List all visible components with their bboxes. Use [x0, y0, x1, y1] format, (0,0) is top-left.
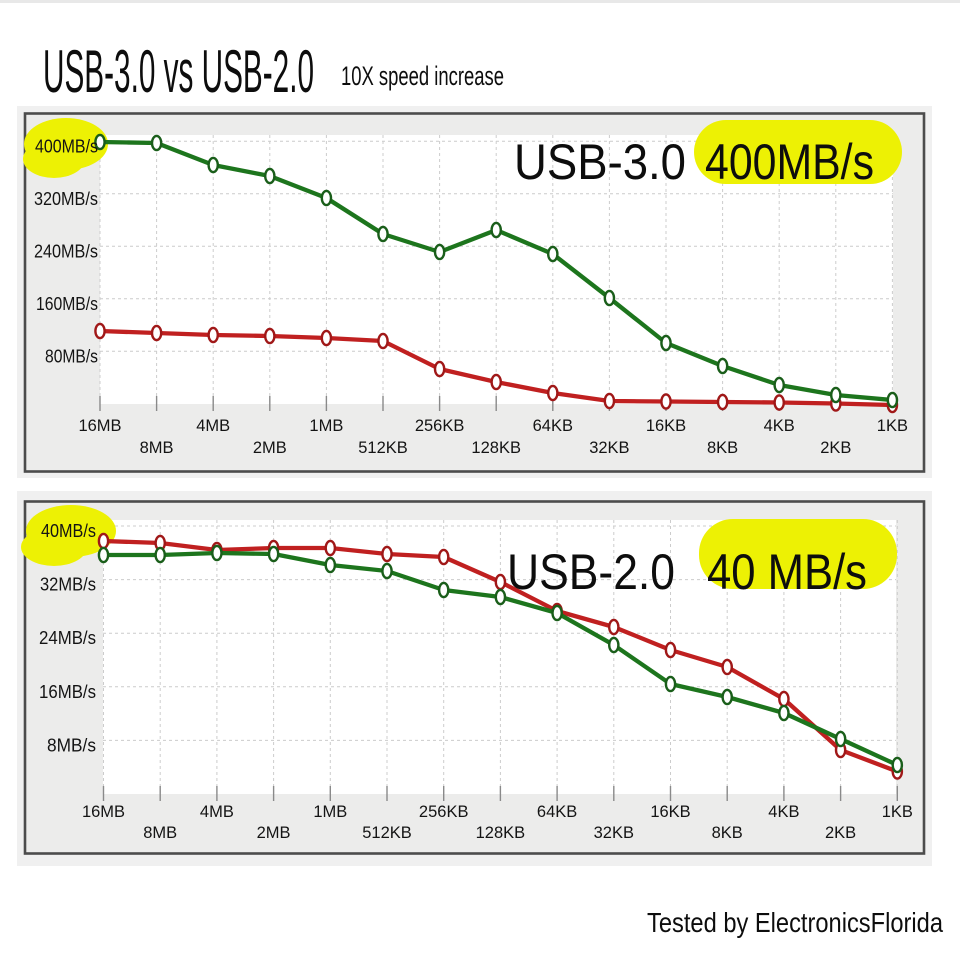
svg-text:USB-2.0: USB-2.0: [507, 544, 675, 600]
svg-text:2MB: 2MB: [253, 439, 287, 457]
svg-text:8KB: 8KB: [712, 824, 743, 842]
svg-text:24MB/s: 24MB/s: [39, 628, 96, 648]
svg-text:40 MB/s: 40 MB/s: [707, 544, 867, 600]
svg-text:4MB: 4MB: [196, 417, 230, 435]
svg-text:4KB: 4KB: [764, 417, 795, 435]
svg-text:4KB: 4KB: [768, 803, 799, 821]
svg-text:256KB: 256KB: [419, 803, 469, 821]
svg-text:512KB: 512KB: [362, 824, 412, 842]
svg-text:16MB: 16MB: [82, 803, 125, 821]
svg-text:32MB/s: 32MB/s: [40, 575, 96, 595]
svg-text:512KB: 512KB: [358, 439, 408, 457]
svg-text:1MB: 1MB: [313, 803, 347, 821]
svg-text:2KB: 2KB: [820, 439, 851, 457]
svg-text:8MB: 8MB: [143, 824, 177, 842]
svg-text:1KB: 1KB: [882, 803, 913, 821]
svg-text:32KB: 32KB: [589, 439, 629, 457]
svg-text:4MB: 4MB: [200, 803, 234, 821]
svg-text:Tested by ElectronicsFlorida: Tested by ElectronicsFlorida: [647, 907, 943, 938]
svg-text:400MB/s: 400MB/s: [705, 134, 874, 190]
svg-text:16KB: 16KB: [650, 803, 690, 821]
svg-text:2KB: 2KB: [825, 824, 856, 842]
svg-text:1MB: 1MB: [309, 417, 343, 435]
svg-text:128KB: 128KB: [471, 439, 521, 457]
svg-text:8MB/s: 8MB/s: [47, 735, 96, 755]
svg-text:64KB: 64KB: [533, 417, 573, 435]
svg-text:16MB/s: 16MB/s: [39, 682, 96, 702]
svg-text:40MB/s: 40MB/s: [41, 521, 96, 541]
svg-text:2MB: 2MB: [257, 824, 291, 842]
svg-text:USB-3.0: USB-3.0: [514, 134, 686, 190]
svg-text:320MB/s: 320MB/s: [34, 189, 98, 209]
svg-text:80MB/s: 80MB/s: [45, 346, 98, 366]
svg-text:240MB/s: 240MB/s: [34, 241, 98, 261]
svg-text:128KB: 128KB: [476, 824, 526, 842]
svg-text:32KB: 32KB: [594, 824, 634, 842]
svg-text:USB-3.0 vs USB-2.0: USB-3.0 vs USB-2.0: [43, 38, 314, 105]
svg-text:10X speed increase: 10X speed increase: [341, 61, 504, 91]
svg-text:8MB: 8MB: [140, 439, 174, 457]
svg-text:400MB/s: 400MB/s: [35, 136, 98, 156]
svg-text:16KB: 16KB: [646, 417, 686, 435]
svg-text:160MB/s: 160MB/s: [36, 294, 98, 314]
svg-text:16MB: 16MB: [78, 417, 121, 435]
svg-text:256KB: 256KB: [415, 417, 465, 435]
svg-text:1KB: 1KB: [877, 417, 908, 435]
svg-text:64KB: 64KB: [537, 803, 577, 821]
svg-text:8KB: 8KB: [707, 439, 738, 457]
